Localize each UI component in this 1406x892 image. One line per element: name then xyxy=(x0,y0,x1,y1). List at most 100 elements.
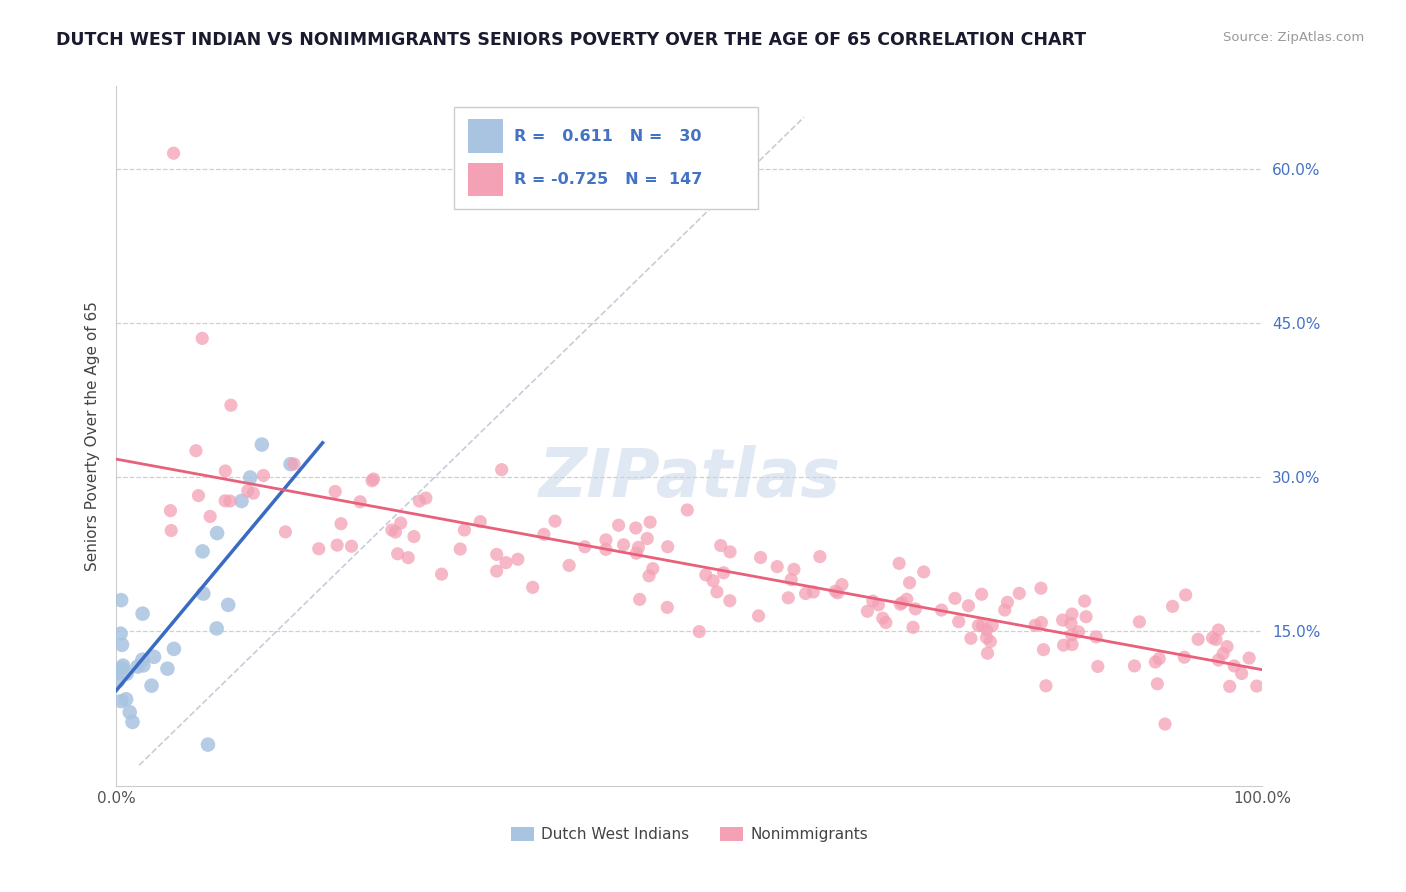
Point xyxy=(967,618,990,632)
Point xyxy=(415,491,437,505)
Point xyxy=(470,515,492,529)
Point xyxy=(283,457,305,471)
Point xyxy=(613,538,636,552)
Y-axis label: Seniors Poverty Over the Age of 65: Seniors Poverty Over the Age of 65 xyxy=(86,301,100,571)
Point xyxy=(657,540,679,554)
Point xyxy=(1174,588,1197,602)
Point xyxy=(896,592,918,607)
Point xyxy=(308,541,330,556)
Point xyxy=(387,547,409,561)
Point xyxy=(1219,679,1241,693)
Point xyxy=(107,674,129,689)
Point xyxy=(110,626,132,640)
Point xyxy=(1216,640,1239,654)
Point xyxy=(1024,618,1046,632)
Point xyxy=(718,593,741,607)
Point xyxy=(485,564,508,578)
Point xyxy=(141,679,163,693)
Point xyxy=(1087,659,1109,673)
Point xyxy=(1128,615,1150,629)
Point xyxy=(280,457,302,471)
Point xyxy=(242,486,264,500)
Point xyxy=(624,521,647,535)
Point xyxy=(495,556,517,570)
Point xyxy=(1073,594,1095,608)
Point xyxy=(948,615,970,629)
Point xyxy=(710,539,733,553)
Point xyxy=(340,539,363,553)
Point xyxy=(976,623,998,637)
Point xyxy=(115,666,138,681)
Point xyxy=(695,567,717,582)
Point xyxy=(748,608,770,623)
Point xyxy=(112,658,135,673)
Point xyxy=(252,468,274,483)
Point xyxy=(831,577,853,591)
Point xyxy=(274,524,297,539)
Point xyxy=(522,580,544,594)
Point xyxy=(995,595,1018,609)
Point xyxy=(558,558,581,573)
Point xyxy=(794,586,817,600)
Point xyxy=(1074,609,1097,624)
Point xyxy=(143,649,166,664)
Point xyxy=(595,542,617,557)
Point xyxy=(718,545,741,559)
Point xyxy=(1208,623,1230,637)
Point xyxy=(193,586,215,600)
Point xyxy=(1161,599,1184,614)
Point xyxy=(361,474,384,488)
Point xyxy=(1146,677,1168,691)
Point xyxy=(981,618,1004,632)
Point xyxy=(1035,679,1057,693)
Point xyxy=(638,515,661,529)
Point xyxy=(783,562,806,576)
Point xyxy=(972,618,994,632)
Point xyxy=(801,585,824,599)
Point xyxy=(187,489,209,503)
Point xyxy=(330,516,353,531)
Point xyxy=(657,600,679,615)
Point xyxy=(1237,651,1260,665)
Point xyxy=(872,611,894,625)
Point xyxy=(595,533,617,547)
Point xyxy=(994,603,1017,617)
Point xyxy=(111,638,134,652)
Bar xyxy=(454,107,758,209)
Point xyxy=(127,659,149,673)
Point xyxy=(766,559,789,574)
Point xyxy=(118,705,141,719)
Point xyxy=(904,602,927,616)
Point xyxy=(1205,632,1227,647)
Point xyxy=(1230,666,1253,681)
Point xyxy=(1212,647,1234,661)
Point xyxy=(676,503,699,517)
Point xyxy=(110,694,132,708)
Point xyxy=(574,540,596,554)
Point xyxy=(239,470,262,484)
Point xyxy=(132,658,155,673)
Point xyxy=(163,641,186,656)
Point xyxy=(1052,613,1074,627)
Point xyxy=(326,538,349,552)
Point xyxy=(1052,638,1074,652)
Point xyxy=(887,557,910,571)
Bar xyxy=(468,162,502,196)
Point xyxy=(976,646,998,660)
Point xyxy=(970,587,993,601)
Point xyxy=(191,331,214,345)
Point xyxy=(389,516,412,530)
Point xyxy=(231,494,253,508)
Point xyxy=(862,594,884,608)
Point xyxy=(121,714,143,729)
Point xyxy=(957,599,980,613)
Point xyxy=(960,632,983,646)
Point xyxy=(217,598,239,612)
Point xyxy=(1062,638,1084,652)
Point xyxy=(131,607,153,621)
Point xyxy=(891,596,914,610)
Point xyxy=(198,509,221,524)
Point xyxy=(1144,655,1167,669)
Point xyxy=(898,575,921,590)
Point xyxy=(931,603,953,617)
